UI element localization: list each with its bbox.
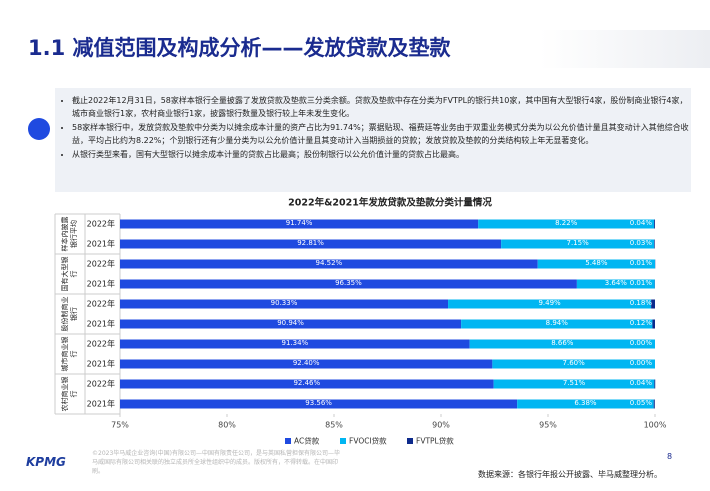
data-label: 92.46% [293, 379, 320, 387]
legend-swatch [340, 438, 346, 444]
group-label: 城市商业银行 [61, 336, 78, 372]
data-label: 7.15% [567, 239, 590, 247]
data-label: 93.56% [305, 399, 332, 407]
logo: KPMG [26, 455, 66, 469]
bar-segment [537, 259, 655, 269]
x-tick-label: 95% [539, 421, 557, 430]
data-label: 0.04% [630, 219, 653, 227]
bar-segment [654, 379, 656, 389]
slide-title: 1.1 减值范围及构成分析——发放贷款及垫款 [28, 36, 451, 60]
data-label: 8.22% [555, 219, 578, 227]
bar-segment [493, 379, 655, 389]
bullet: 58家样本银行中，发放贷款及垫款中分类为以摊余成本计量的资产占比为91.74%；… [72, 121, 692, 147]
decoration [540, 30, 710, 68]
y-tick-label: 2022年 [87, 299, 115, 309]
y-tick-label: 2021年 [87, 319, 115, 329]
data-label: 0.18% [630, 299, 653, 307]
group-label: 样本内披露银行平均 [61, 216, 78, 252]
bar-segment [651, 299, 655, 309]
bar-segment [654, 239, 655, 249]
data-label: 7.60% [563, 359, 586, 367]
group-label: 国有大型银行 [61, 256, 78, 292]
y-tick-label: 2022年 [87, 259, 115, 269]
y-tick-label: 2021年 [87, 279, 115, 289]
bar-segment [120, 259, 538, 269]
bar-segment [654, 219, 655, 229]
bullet: 截止2022年12月31日，58家样本银行全量披露了发放贷款及垫款三分类余额。贷… [72, 94, 692, 120]
bar-segment [653, 399, 655, 409]
data-label: 6.38% [574, 399, 597, 407]
y-tick-label: 2021年 [87, 399, 115, 409]
data-label: 94.52% [316, 259, 343, 267]
bar-segment [120, 299, 449, 309]
x-tick-label: 85% [325, 421, 343, 430]
bar-segment [448, 299, 652, 309]
data-label: 91.34% [281, 339, 308, 347]
data-label: 0.01% [630, 259, 653, 267]
bar-segment [120, 399, 518, 409]
data-label: 91.74% [286, 219, 313, 227]
bullet-box [55, 88, 691, 192]
x-tick-label: 80% [218, 421, 236, 430]
data-label: 0.04% [630, 379, 653, 387]
data-label: 0.00% [630, 359, 653, 367]
data-label: 92.40% [293, 359, 320, 367]
data-label: 5.48% [585, 259, 608, 267]
data-label: 0.12% [630, 319, 653, 327]
y-tick-label: 2022年 [87, 379, 115, 389]
bar-segment [501, 239, 655, 249]
legend-swatch [407, 438, 413, 444]
data-label: 0.03% [630, 239, 653, 247]
data-label: 90.94% [277, 319, 304, 327]
data-label: 9.49% [538, 299, 561, 307]
bar-segment [478, 219, 655, 229]
group-label: 农村商业银行 [61, 376, 78, 412]
bullet: 从银行类型来看，国有大型银行以摊余成本计量的贷款占比最高；股份制银行以公允价值计… [72, 148, 692, 161]
copyright: ©2023毕马威企业咨询(中国)有限公司—中国有限责任公司，是与英国私营担保有限… [92, 450, 340, 475]
data-label: 8.94% [546, 319, 569, 327]
data-label: 0.05% [630, 399, 653, 407]
bar-segment [120, 359, 493, 369]
y-tick-label: 2022年 [87, 339, 115, 349]
x-tick-label: 75% [111, 421, 129, 430]
data-label: 92.81% [297, 239, 324, 247]
bar-segment [492, 359, 655, 369]
y-tick-label: 2022年 [87, 219, 115, 229]
source-note: 数据来源：各银行年报公开披露、毕马威整理分析。 [478, 470, 662, 479]
legend-label: FVOCI贷款 [349, 436, 387, 446]
bar-segment [120, 279, 577, 289]
legend-label: AC贷款 [294, 436, 320, 446]
group-label: 股份制商业银行 [61, 296, 78, 332]
y-tick-label: 2021年 [87, 239, 115, 249]
data-label: 0.00% [630, 339, 653, 347]
legend-swatch [285, 438, 291, 444]
data-label: 8.66% [551, 339, 574, 347]
bar-segment [652, 319, 655, 329]
y-tick-label: 2021年 [87, 359, 115, 369]
bar-segment [120, 319, 462, 329]
data-label: 90.33% [271, 299, 298, 307]
page-number: 8 [667, 452, 673, 461]
x-tick-label: 100% [644, 421, 667, 430]
bar-segment [120, 379, 494, 389]
data-label: 0.01% [630, 279, 653, 287]
data-label: 7.51% [563, 379, 586, 387]
bar-segment [576, 279, 655, 289]
bar-segment [120, 339, 470, 349]
bar-segment [461, 319, 653, 329]
bar-segment [469, 339, 655, 349]
bullet-list: 截止2022年12月31日，58家样本银行全量披露了发放贷款及垫款三分类余额。贷… [62, 94, 692, 162]
icon [28, 118, 50, 140]
data-label: 96.35% [335, 279, 362, 287]
bar-segment [120, 219, 479, 229]
chart-title: 2022年&2021年发放贷款及垫款分类计量情况 [288, 197, 492, 209]
bar-segment [120, 239, 502, 249]
legend-label: FVTPL贷款 [416, 436, 454, 446]
x-tick-label: 90% [432, 421, 450, 430]
bar-segment [517, 399, 654, 409]
data-label: 3.64% [605, 279, 628, 287]
